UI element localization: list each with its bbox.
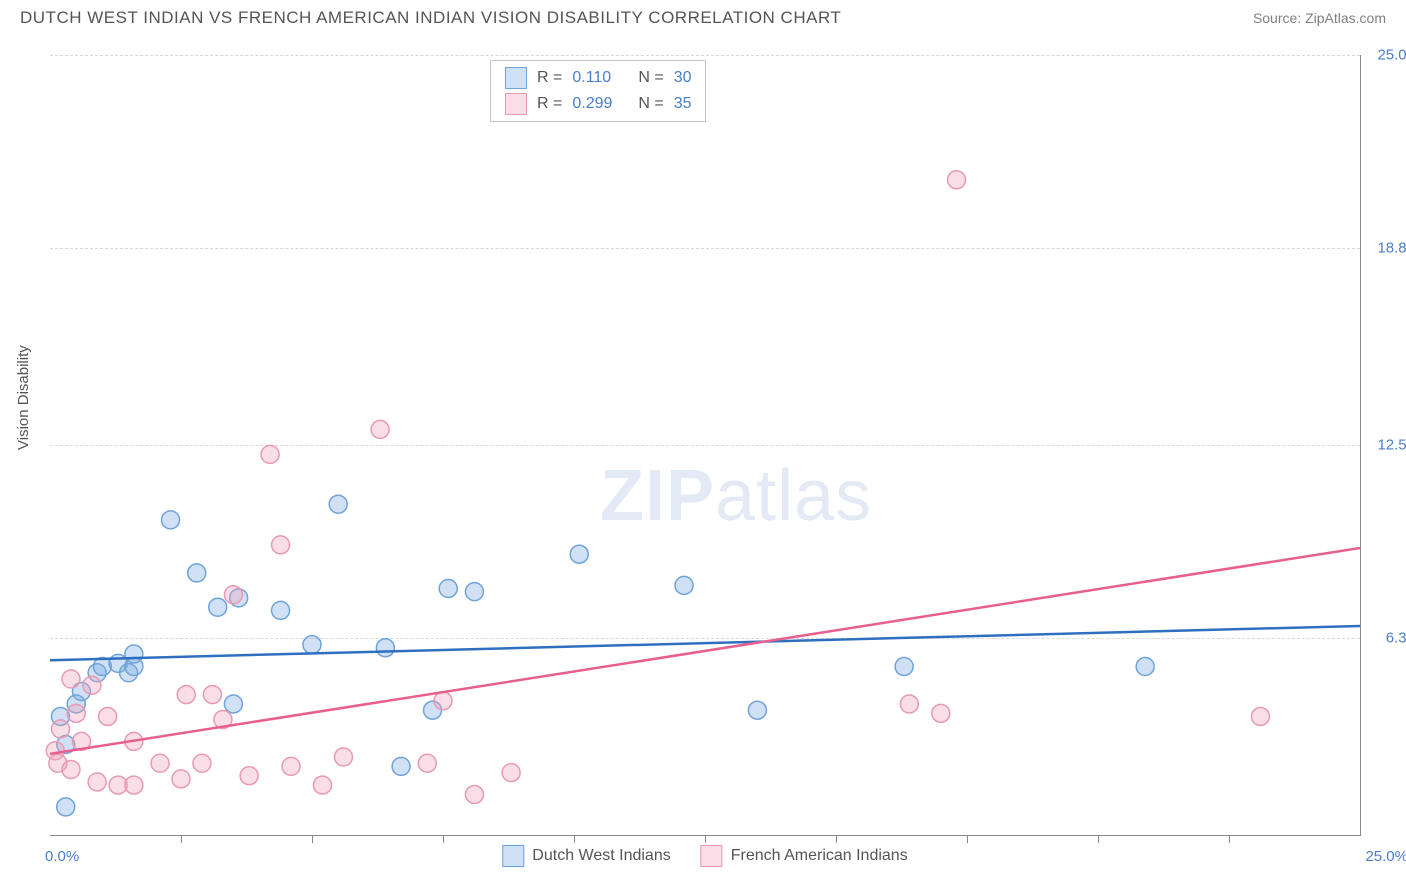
scatter-point-pink: [434, 692, 452, 710]
legend-r-label: R =: [537, 95, 562, 113]
scatter-point-blue: [465, 583, 483, 601]
series-legend-item: Dutch West Indians: [502, 845, 670, 867]
trend-line-blue: [50, 626, 1360, 660]
scatter-point-blue: [675, 576, 693, 594]
scatter-point-blue: [570, 545, 588, 563]
scatter-point-pink: [900, 695, 918, 713]
scatter-point-pink: [177, 686, 195, 704]
trend-line-pink: [50, 548, 1360, 754]
series-legend-label: Dutch West Indians: [532, 847, 670, 865]
scatter-point-blue: [392, 757, 410, 775]
scatter-point-pink: [88, 773, 106, 791]
scatter-point-blue: [272, 601, 290, 619]
x-tick: [967, 835, 968, 843]
scatter-point-pink: [282, 757, 300, 775]
x-tick: [443, 835, 444, 843]
legend-r-value: 0.299: [572, 95, 628, 113]
chart-header: DUTCH WEST INDIAN VS FRENCH AMERICAN IND…: [0, 0, 1406, 32]
legend-n-value: 30: [674, 69, 692, 87]
scatter-point-pink: [51, 720, 69, 738]
legend-swatch-icon: [505, 67, 527, 89]
scatter-svg: [50, 55, 1360, 835]
legend-swatch-icon: [505, 93, 527, 115]
scatter-point-blue: [303, 636, 321, 654]
scatter-point-blue: [748, 701, 766, 719]
y-tick-label: 18.8%: [1377, 240, 1406, 257]
scatter-point-pink: [948, 171, 966, 189]
scatter-point-pink: [67, 704, 85, 722]
legend-n-label: N =: [638, 69, 663, 87]
scatter-point-pink: [261, 445, 279, 463]
y-tick-label: 12.5%: [1377, 437, 1406, 454]
y-axis-label: Vision Disability: [15, 345, 32, 450]
scatter-point-pink: [272, 536, 290, 554]
scatter-point-pink: [313, 776, 331, 794]
scatter-point-pink: [62, 760, 80, 778]
scatter-point-pink: [1251, 707, 1269, 725]
scatter-point-pink: [172, 770, 190, 788]
scatter-point-blue: [125, 645, 143, 663]
scatter-point-blue: [1136, 658, 1154, 676]
legend-row-pink: R = 0.299 N = 35: [491, 91, 705, 117]
legend-row-blue: R = 0.110 N = 30: [491, 65, 705, 91]
scatter-point-blue: [188, 564, 206, 582]
scatter-point-blue: [224, 695, 242, 713]
scatter-point-pink: [203, 686, 221, 704]
legend-n-value: 35: [674, 95, 692, 113]
scatter-point-pink: [224, 586, 242, 604]
legend-swatch-icon: [502, 845, 524, 867]
scatter-point-pink: [371, 420, 389, 438]
scatter-point-pink: [125, 776, 143, 794]
series-legend-label: French American Indians: [731, 847, 908, 865]
source-attribution: Source: ZipAtlas.com: [1253, 10, 1386, 26]
scatter-point-pink: [62, 670, 80, 688]
scatter-point-blue: [895, 658, 913, 676]
y-tick-label: 25.0%: [1377, 47, 1406, 64]
y-tick-label: 6.3%: [1386, 630, 1406, 647]
x-tick: [1229, 835, 1230, 843]
x-tick: [836, 835, 837, 843]
scatter-point-blue: [57, 798, 75, 816]
series-legend: Dutch West Indians French American Indian…: [502, 845, 907, 867]
scatter-point-blue: [329, 495, 347, 513]
scatter-point-pink: [418, 754, 436, 772]
x-tick: [181, 835, 182, 843]
legend-r-value: 0.110: [572, 69, 628, 87]
legend-n-label: N =: [638, 95, 663, 113]
correlation-legend: R = 0.110 N = 30 R = 0.299 N = 35: [490, 60, 706, 122]
legend-r-label: R =: [537, 69, 562, 87]
scatter-point-blue: [376, 639, 394, 657]
chart-plot-area: 25.0%18.8%12.5%6.3% 0.0% 25.0% ZIPatlas …: [50, 55, 1361, 836]
scatter-point-pink: [334, 748, 352, 766]
x-tick: [1098, 835, 1099, 843]
scatter-point-pink: [502, 764, 520, 782]
scatter-point-pink: [151, 754, 169, 772]
x-tick: [705, 835, 706, 843]
series-legend-item: French American Indians: [701, 845, 908, 867]
scatter-point-blue: [209, 598, 227, 616]
scatter-point-pink: [193, 754, 211, 772]
scatter-point-pink: [240, 767, 258, 785]
scatter-point-blue: [162, 511, 180, 529]
x-axis-max-label: 25.0%: [1365, 848, 1406, 865]
x-tick: [574, 835, 575, 843]
scatter-point-pink: [99, 707, 117, 725]
legend-swatch-icon: [701, 845, 723, 867]
chart-title: DUTCH WEST INDIAN VS FRENCH AMERICAN IND…: [20, 8, 841, 28]
x-axis-min-label: 0.0%: [45, 848, 79, 865]
scatter-point-pink: [932, 704, 950, 722]
scatter-point-pink: [83, 676, 101, 694]
scatter-point-blue: [439, 580, 457, 598]
x-tick: [312, 835, 313, 843]
scatter-point-pink: [465, 785, 483, 803]
